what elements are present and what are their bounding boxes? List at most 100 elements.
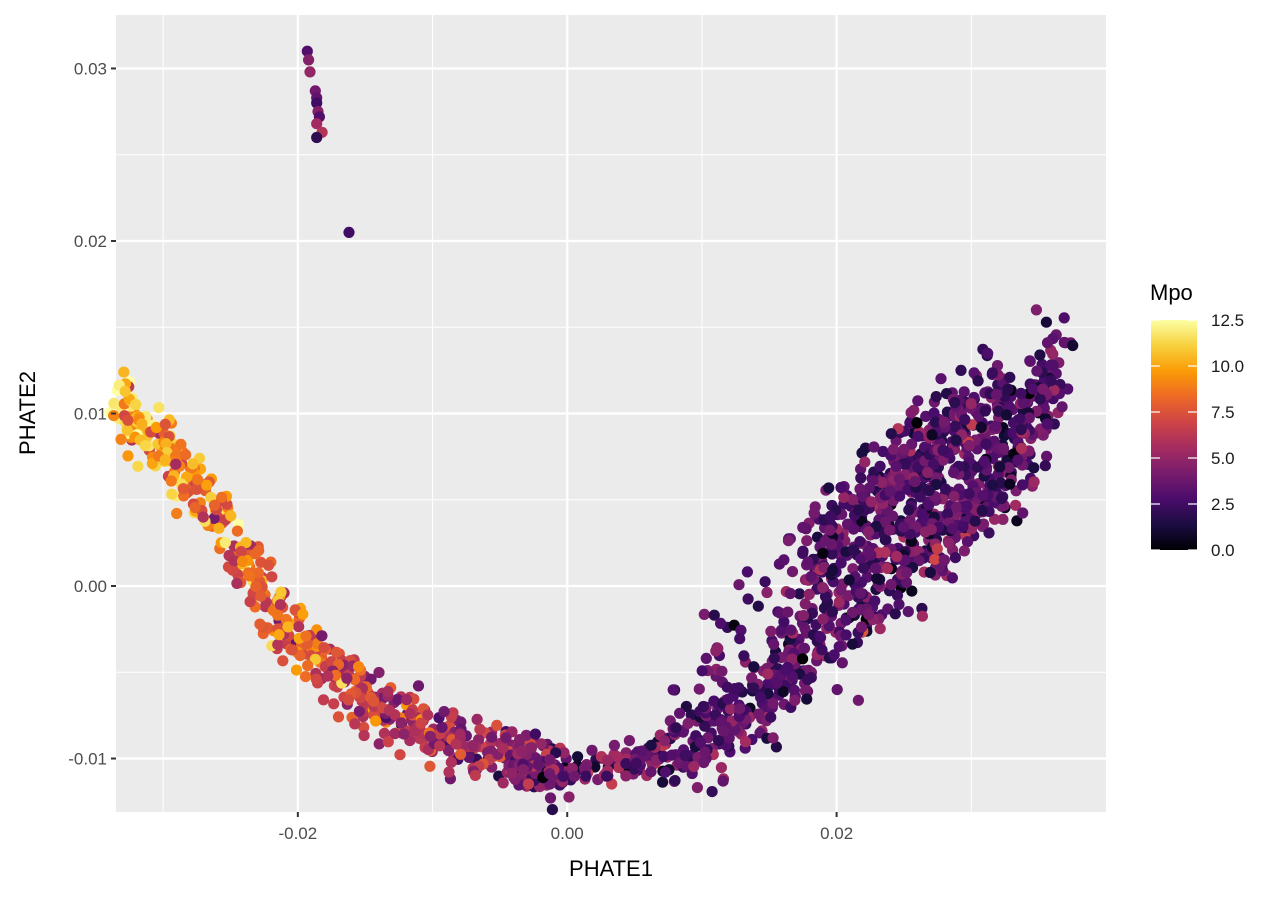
data-point bbox=[1037, 383, 1049, 395]
data-point bbox=[463, 751, 475, 764]
data-point bbox=[438, 706, 450, 718]
data-point bbox=[546, 804, 559, 816]
data-point bbox=[846, 606, 859, 619]
data-point bbox=[755, 691, 767, 704]
data-point bbox=[1023, 412, 1035, 424]
data-point bbox=[691, 782, 704, 794]
data-point bbox=[208, 512, 220, 525]
data-point bbox=[899, 458, 911, 470]
data-point bbox=[670, 722, 682, 734]
data-point bbox=[898, 443, 910, 455]
data-point bbox=[855, 472, 867, 484]
data-point bbox=[272, 609, 284, 621]
data-point bbox=[949, 396, 961, 409]
data-point bbox=[798, 610, 810, 622]
data-point bbox=[835, 584, 847, 596]
data-point bbox=[902, 606, 914, 618]
data-point bbox=[761, 586, 773, 599]
data-point bbox=[698, 608, 710, 621]
data-point bbox=[1067, 339, 1079, 352]
data-point bbox=[192, 474, 204, 486]
data-point bbox=[801, 535, 813, 547]
data-point bbox=[959, 414, 971, 426]
data-point bbox=[1058, 312, 1070, 324]
data-point bbox=[738, 650, 750, 662]
data-point bbox=[717, 775, 729, 787]
data-point bbox=[517, 764, 529, 776]
data-point bbox=[868, 441, 880, 453]
data-point bbox=[243, 570, 255, 582]
data-point bbox=[946, 572, 959, 584]
data-point bbox=[885, 578, 897, 591]
data-point bbox=[486, 731, 498, 743]
data-point bbox=[869, 595, 881, 607]
data-point bbox=[712, 735, 725, 747]
data-point bbox=[262, 559, 275, 571]
data-point bbox=[332, 711, 345, 723]
data-point bbox=[349, 718, 361, 730]
data-point bbox=[998, 443, 1010, 455]
x-axis-title: PHATE1 bbox=[569, 856, 653, 881]
data-point bbox=[146, 457, 158, 470]
data-point bbox=[817, 613, 829, 625]
data-point bbox=[906, 585, 918, 597]
data-point bbox=[225, 510, 237, 522]
data-point bbox=[454, 728, 466, 741]
data-point bbox=[322, 670, 334, 682]
data-point bbox=[715, 762, 728, 774]
data-point bbox=[370, 715, 382, 727]
data-point bbox=[739, 736, 752, 748]
data-point bbox=[991, 389, 1003, 401]
data-point bbox=[824, 510, 837, 522]
data-point bbox=[848, 523, 860, 535]
data-point bbox=[835, 481, 847, 494]
colorbar bbox=[1151, 320, 1197, 550]
data-point bbox=[436, 721, 448, 734]
data-point bbox=[1015, 442, 1028, 454]
data-point bbox=[734, 703, 746, 715]
data-point bbox=[909, 476, 921, 488]
data-point bbox=[883, 524, 896, 536]
data-point bbox=[797, 545, 809, 557]
data-point bbox=[119, 385, 131, 397]
data-point bbox=[931, 543, 943, 555]
data-point bbox=[923, 485, 935, 497]
data-point bbox=[863, 526, 875, 538]
data-point bbox=[341, 672, 353, 684]
data-point bbox=[847, 493, 859, 506]
data-point bbox=[666, 749, 678, 761]
data-point bbox=[780, 664, 792, 676]
data-point bbox=[674, 707, 686, 719]
data-point bbox=[1010, 499, 1022, 511]
data-point bbox=[301, 45, 313, 57]
data-point bbox=[877, 445, 889, 458]
data-point bbox=[277, 655, 289, 667]
data-point bbox=[572, 751, 584, 763]
data-point bbox=[1041, 450, 1053, 462]
data-point bbox=[929, 553, 941, 566]
data-point bbox=[659, 735, 671, 747]
data-point bbox=[865, 496, 877, 508]
data-point bbox=[506, 767, 518, 780]
data-point bbox=[729, 724, 741, 736]
x-tick-label: -0.02 bbox=[278, 824, 317, 843]
data-point bbox=[208, 499, 220, 511]
data-point bbox=[266, 571, 278, 583]
data-point bbox=[871, 572, 883, 584]
data-point bbox=[115, 433, 127, 445]
data-point bbox=[887, 443, 900, 455]
data-point bbox=[972, 375, 984, 387]
data-point bbox=[443, 766, 455, 778]
data-point bbox=[785, 624, 797, 636]
data-point bbox=[254, 618, 266, 630]
data-point bbox=[353, 661, 365, 673]
y-axis: 0.03 0.02 0.01 0.00 -0.01 bbox=[68, 59, 116, 769]
data-point bbox=[912, 395, 924, 407]
data-point bbox=[1016, 479, 1029, 491]
data-point bbox=[831, 684, 843, 696]
data-point bbox=[986, 479, 999, 491]
data-point bbox=[558, 747, 570, 759]
data-point bbox=[544, 754, 556, 766]
data-point bbox=[762, 668, 774, 680]
